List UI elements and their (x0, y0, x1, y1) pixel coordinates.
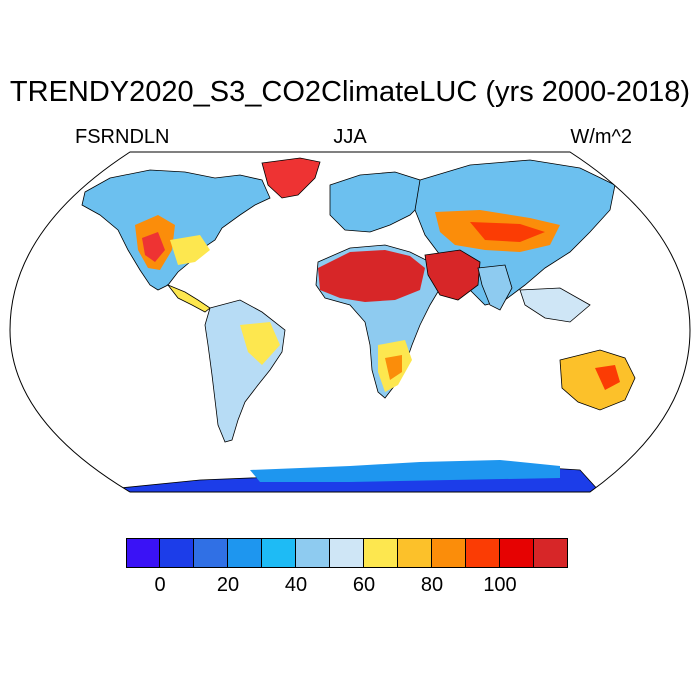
arabia-hot (424, 249, 481, 301)
north-america-central (170, 235, 210, 265)
north-america (81, 169, 271, 291)
colorbar-tick-label: 0 (154, 574, 166, 596)
india (477, 264, 513, 311)
colorbar-swatch (160, 538, 194, 568)
colorbar-tick-label: 60 (352, 574, 376, 596)
central-asia-hot (470, 222, 545, 242)
colorbar-swatch (432, 538, 466, 568)
greenland (261, 157, 321, 199)
colorbar-swatch (398, 538, 432, 568)
colorbar-swatch (296, 538, 330, 568)
central-america (166, 284, 211, 313)
variable-label: FSRNDLN (75, 126, 170, 148)
south-america-warm (240, 322, 280, 365)
southern-africa-hot (385, 355, 402, 380)
map-outline (9, 151, 691, 493)
australia-hot (595, 365, 620, 390)
colorbar-swatch (194, 538, 228, 568)
season-label: JJA (333, 126, 367, 148)
colorbar-tick-label: 20 (216, 574, 240, 596)
units-label: W/m^2 (570, 126, 632, 148)
colorbar-swatch (466, 538, 500, 568)
colorbar-tick-label: 80 (420, 574, 444, 596)
colorbar-swatch (330, 538, 364, 568)
sahara-hot (318, 250, 425, 302)
colorbar-swatch (500, 538, 534, 568)
colorbar-swatch (228, 538, 262, 568)
australia (559, 349, 636, 411)
colorbar-tick-label: 100 (483, 574, 517, 596)
north-america-west-hot (142, 232, 165, 262)
europe (329, 171, 426, 233)
colorbar-swatch (126, 538, 160, 568)
antarctica-shelf (250, 460, 560, 482)
colorbar-swatch (364, 538, 398, 568)
colorbar-swatch (262, 538, 296, 568)
colorbar-tick-label: 40 (284, 574, 308, 596)
colorbar-swatch (534, 538, 568, 568)
southeast-asia (519, 287, 591, 323)
map-title: TRENDY2020_S3_CO2ClimateLUC (yrs 2000-20… (9, 76, 691, 108)
